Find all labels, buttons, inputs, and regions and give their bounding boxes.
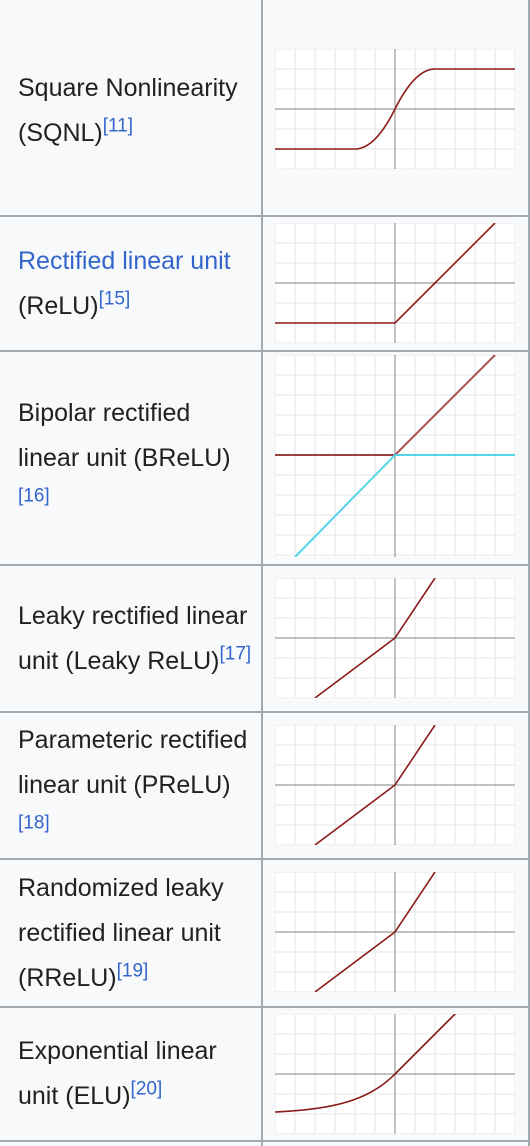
activation-curve xyxy=(275,223,496,324)
row-divider xyxy=(0,564,530,566)
activation-curve xyxy=(275,1014,457,1113)
function-name-cell: Randomized leaky rectified linear unit (… xyxy=(0,860,261,1006)
activation-plot xyxy=(275,223,515,343)
activation-plot xyxy=(275,355,515,557)
citation-link[interactable]: [20] xyxy=(130,1078,163,1100)
activation-plot xyxy=(275,725,515,845)
function-name-cell: Leaky rectified linear unit (Leaky ReLU)… xyxy=(0,566,261,711)
row-divider xyxy=(0,711,530,713)
activation-plot xyxy=(275,1014,515,1134)
row-divider xyxy=(0,350,530,352)
activation-curve xyxy=(314,725,436,845)
table-row: Rectified linear unit (ReLU)[15] xyxy=(0,217,530,350)
table-row: Exponential linear unit (ELU)[20] xyxy=(0,1008,530,1140)
activation-curve xyxy=(314,578,436,698)
column-divider xyxy=(261,0,263,1146)
function-name-cell: Exponential linear unit (ELU)[20] xyxy=(0,1008,261,1140)
function-name-link[interactable]: Rectified linear unit xyxy=(18,246,231,275)
citation-link[interactable]: [19] xyxy=(116,960,149,982)
row-divider xyxy=(0,1006,530,1008)
curve-series-odd xyxy=(294,454,515,557)
function-name: Parameteric rectified linear unit (PReLU… xyxy=(18,726,248,799)
citation-link[interactable]: [15] xyxy=(98,288,131,310)
function-name-cell: Rectified linear unit (ReLU)[15] xyxy=(0,217,261,350)
function-name-cell: Parameteric rectified linear unit (PReLU… xyxy=(0,713,261,858)
citation-link[interactable]: [18] xyxy=(18,812,50,834)
function-name: Randomized leaky rectified linear unit (… xyxy=(18,873,224,992)
citation-link[interactable]: [11] xyxy=(102,115,134,137)
table-row: Randomized leaky rectified linear unit (… xyxy=(0,860,530,1006)
activation-plot xyxy=(275,49,515,169)
table-right-border xyxy=(528,0,530,1146)
function-name: Leaky rectified linear unit (Leaky ReLU) xyxy=(18,601,248,675)
curve-series-even xyxy=(275,355,496,456)
table-row: Square Nonlinearity (SQNL)[11] xyxy=(0,0,530,215)
function-name: Square Nonlinearity (SQNL) xyxy=(18,73,238,147)
citation-link[interactable]: [17] xyxy=(219,643,252,665)
function-name-abbrev: (ReLU) xyxy=(18,291,99,320)
activation-curve xyxy=(275,68,515,150)
table-row: Parameteric rectified linear unit (PReLU… xyxy=(0,713,530,858)
row-divider xyxy=(0,215,530,217)
table-row: Bipolar rectified linear unit (BReLU) [16… xyxy=(0,352,530,564)
activation-curve xyxy=(314,872,436,992)
activation-plot xyxy=(275,872,515,992)
function-name-cell: Square Nonlinearity (SQNL)[11] xyxy=(0,0,261,215)
citation-link[interactable]: [16] xyxy=(18,485,50,507)
row-divider xyxy=(0,858,530,860)
function-name: Exponential linear unit (ELU) xyxy=(18,1037,217,1110)
row-divider xyxy=(0,1140,530,1142)
function-name-cell: Bipolar rectified linear unit (BReLU) [16… xyxy=(0,352,261,564)
activation-plot xyxy=(275,578,515,698)
table-row: Leaky rectified linear unit (Leaky ReLU)… xyxy=(0,566,530,711)
function-name: Bipolar rectified linear unit (BReLU) xyxy=(18,398,231,472)
